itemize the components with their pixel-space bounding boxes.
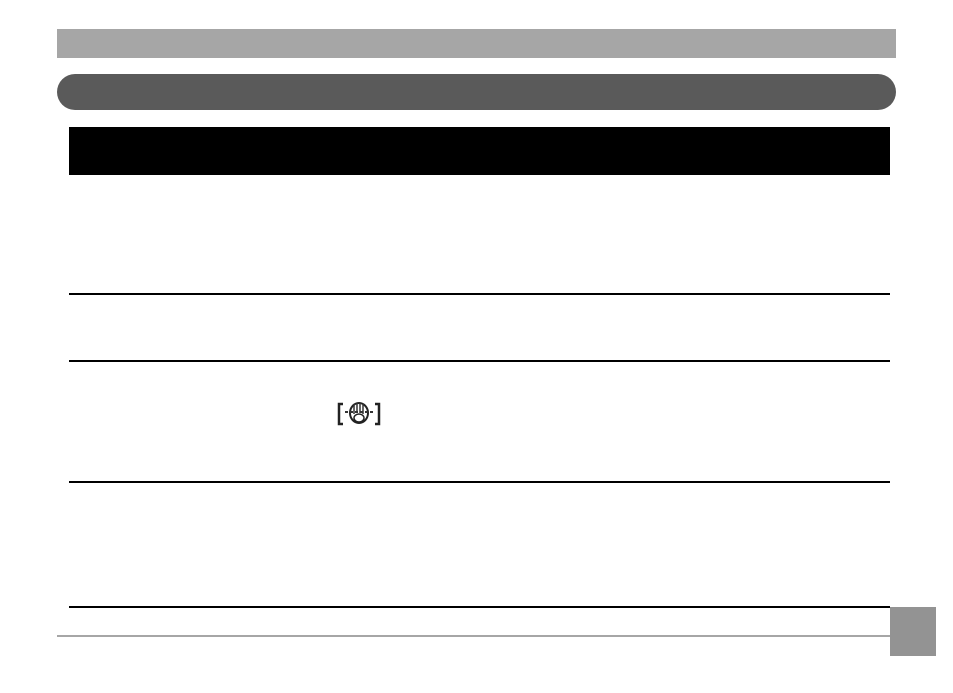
row-divider <box>69 293 890 295</box>
header-bar <box>57 29 896 58</box>
footer-line <box>57 635 890 637</box>
anti-shake-hand-icon <box>337 400 381 428</box>
row-divider <box>69 360 890 362</box>
row-divider <box>69 481 890 483</box>
page-number-tab <box>890 607 936 656</box>
table-header <box>69 127 890 175</box>
section-title-bar <box>57 74 896 110</box>
row-divider <box>69 606 890 608</box>
